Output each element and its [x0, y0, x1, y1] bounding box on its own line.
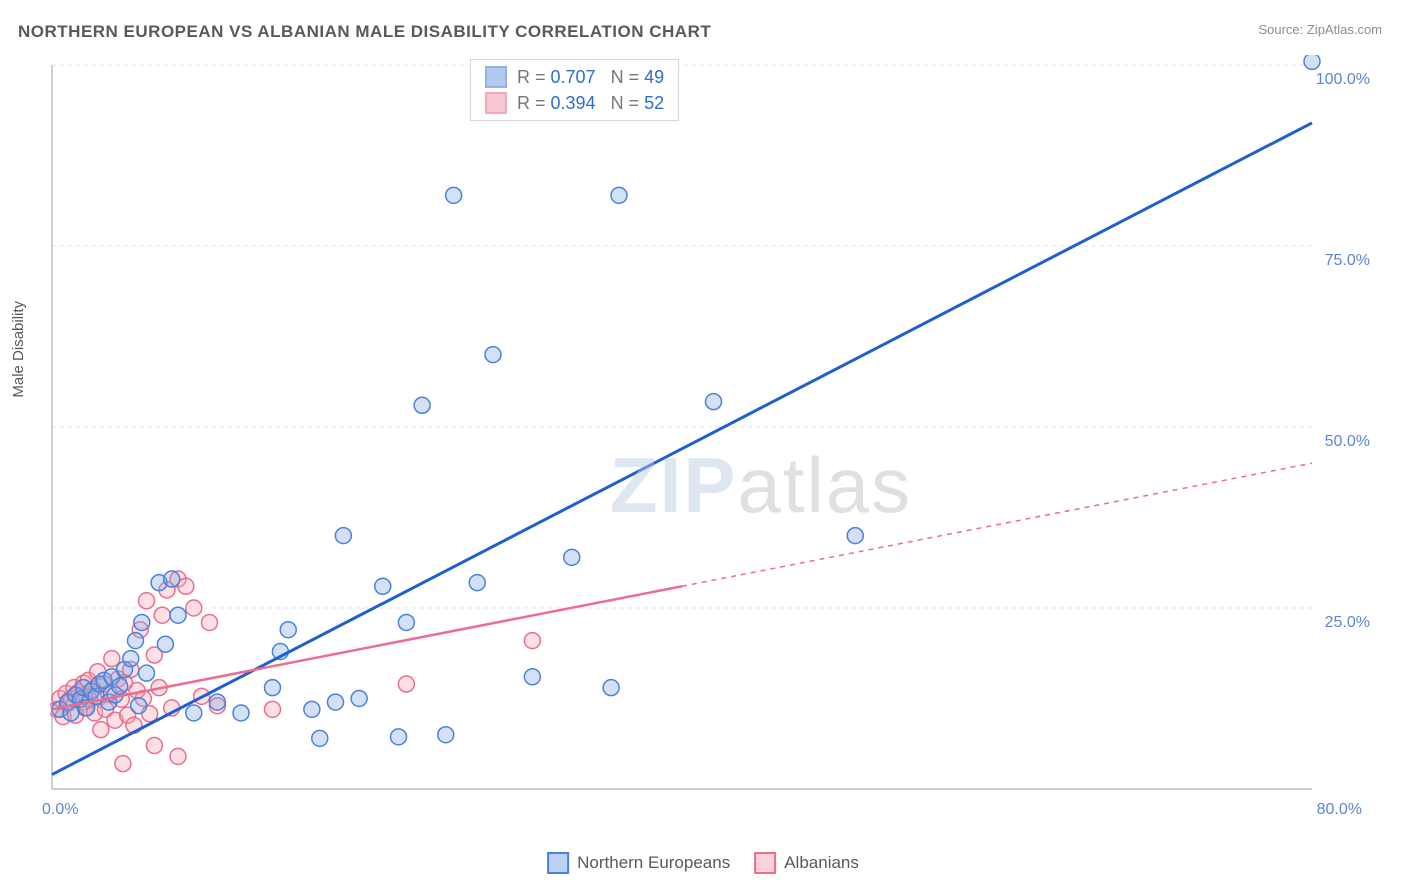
y-tick-label: 75.0% — [1325, 252, 1370, 270]
source-label: Source: ZipAtlas.com — [1258, 22, 1382, 37]
stats-legend-text: R = 0.394 N = 52 — [517, 93, 664, 114]
y-tick-label: 100.0% — [1316, 71, 1370, 89]
stats-legend-row: R = 0.394 N = 52 — [485, 92, 664, 114]
y-axis-label: Male Disability — [10, 301, 27, 398]
bottom-legend-label: Albanians — [784, 853, 859, 873]
stats-legend-row: R = 0.707 N = 49 — [485, 66, 664, 88]
legend-swatch — [485, 66, 507, 88]
y-tick-label: 50.0% — [1325, 433, 1370, 451]
legend-swatch — [547, 852, 569, 874]
chart-title: NORTHERN EUROPEAN VS ALBANIAN MALE DISAB… — [18, 22, 711, 42]
x-tick-label: 0.0% — [42, 801, 78, 819]
y-tick-label: 25.0% — [1325, 614, 1370, 632]
bottom-legend-label: Northern Europeans — [577, 853, 730, 873]
x-tick-label: 80.0% — [1317, 801, 1362, 819]
stats-legend: R = 0.707 N = 49 R = 0.394 N = 52 — [470, 59, 679, 121]
plot-area: ZIPatlas R = 0.707 N = 49R = 0.394 N = 5… — [50, 55, 1380, 825]
stats-legend-text: R = 0.707 N = 49 — [517, 67, 664, 88]
bottom-legend-item: Albanians — [754, 852, 859, 874]
bottom-legend-item: Northern Europeans — [547, 852, 730, 874]
legend-swatch — [485, 92, 507, 114]
bottom-legend: Northern Europeans Albanians — [547, 852, 859, 874]
legend-swatch — [754, 852, 776, 874]
chart-svg — [50, 55, 1380, 825]
